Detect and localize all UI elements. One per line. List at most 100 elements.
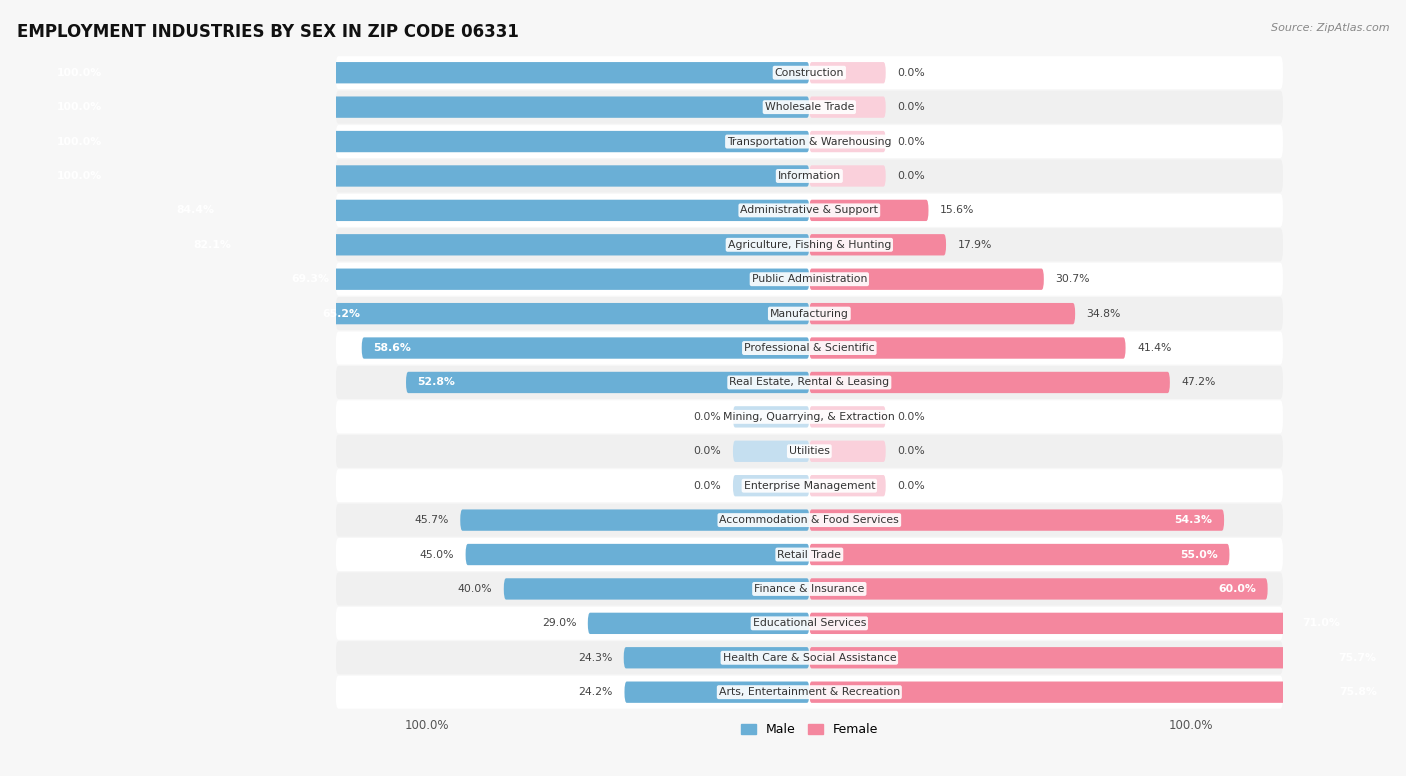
FancyBboxPatch shape — [336, 159, 1282, 192]
FancyBboxPatch shape — [45, 165, 810, 187]
FancyBboxPatch shape — [810, 441, 886, 462]
FancyBboxPatch shape — [336, 366, 1282, 399]
FancyBboxPatch shape — [460, 509, 810, 531]
FancyBboxPatch shape — [336, 194, 1282, 227]
Text: 69.3%: 69.3% — [291, 274, 329, 284]
Text: 75.7%: 75.7% — [1339, 653, 1376, 663]
Legend: Male, Female: Male, Female — [735, 718, 883, 741]
Text: 15.6%: 15.6% — [941, 206, 974, 216]
Text: 24.2%: 24.2% — [579, 688, 613, 697]
Text: 45.0%: 45.0% — [419, 549, 454, 559]
Text: 0.0%: 0.0% — [693, 446, 721, 456]
FancyBboxPatch shape — [810, 338, 1126, 359]
Text: 60.0%: 60.0% — [1219, 584, 1256, 594]
Text: 0.0%: 0.0% — [897, 68, 925, 78]
FancyBboxPatch shape — [336, 297, 1282, 330]
FancyBboxPatch shape — [810, 96, 886, 118]
FancyBboxPatch shape — [336, 56, 1282, 89]
FancyBboxPatch shape — [810, 234, 946, 255]
Text: 82.1%: 82.1% — [194, 240, 232, 250]
Text: 0.0%: 0.0% — [897, 412, 925, 422]
FancyBboxPatch shape — [361, 338, 810, 359]
FancyBboxPatch shape — [810, 509, 1225, 531]
FancyBboxPatch shape — [810, 406, 886, 428]
FancyBboxPatch shape — [165, 199, 810, 221]
FancyBboxPatch shape — [810, 681, 1388, 703]
Text: 65.2%: 65.2% — [323, 309, 361, 319]
Text: 41.4%: 41.4% — [1137, 343, 1171, 353]
Text: 100.0%: 100.0% — [56, 137, 103, 147]
FancyBboxPatch shape — [336, 125, 1282, 158]
Text: Source: ZipAtlas.com: Source: ZipAtlas.com — [1271, 23, 1389, 33]
FancyBboxPatch shape — [810, 475, 886, 497]
FancyBboxPatch shape — [810, 372, 1170, 393]
Text: 45.7%: 45.7% — [415, 515, 449, 525]
FancyBboxPatch shape — [280, 268, 810, 290]
FancyBboxPatch shape — [624, 681, 810, 703]
Text: 71.0%: 71.0% — [1302, 618, 1340, 629]
Text: 100.0%: 100.0% — [56, 171, 103, 181]
FancyBboxPatch shape — [336, 91, 1282, 123]
Text: 0.0%: 0.0% — [897, 137, 925, 147]
Text: 100.0%: 100.0% — [56, 102, 103, 113]
Text: Administrative & Support: Administrative & Support — [741, 206, 879, 216]
FancyBboxPatch shape — [810, 544, 1229, 565]
Text: Arts, Entertainment & Recreation: Arts, Entertainment & Recreation — [718, 688, 900, 697]
FancyBboxPatch shape — [45, 96, 810, 118]
FancyBboxPatch shape — [336, 538, 1282, 571]
FancyBboxPatch shape — [810, 578, 1268, 600]
FancyBboxPatch shape — [810, 303, 1076, 324]
FancyBboxPatch shape — [336, 573, 1282, 605]
Text: Utilities: Utilities — [789, 446, 830, 456]
Text: Educational Services: Educational Services — [752, 618, 866, 629]
Text: 52.8%: 52.8% — [418, 377, 456, 387]
FancyBboxPatch shape — [733, 406, 810, 428]
FancyBboxPatch shape — [810, 268, 1043, 290]
Text: EMPLOYMENT INDUSTRIES BY SEX IN ZIP CODE 06331: EMPLOYMENT INDUSTRIES BY SEX IN ZIP CODE… — [17, 23, 519, 41]
FancyBboxPatch shape — [810, 131, 886, 152]
FancyBboxPatch shape — [336, 504, 1282, 537]
Text: 29.0%: 29.0% — [541, 618, 576, 629]
Text: Mining, Quarrying, & Extraction: Mining, Quarrying, & Extraction — [724, 412, 896, 422]
FancyBboxPatch shape — [336, 228, 1282, 262]
FancyBboxPatch shape — [336, 331, 1282, 365]
Text: Enterprise Management: Enterprise Management — [744, 480, 875, 490]
FancyBboxPatch shape — [810, 199, 928, 221]
FancyBboxPatch shape — [336, 435, 1282, 468]
Text: 84.4%: 84.4% — [176, 206, 214, 216]
Text: 75.8%: 75.8% — [1339, 688, 1376, 697]
FancyBboxPatch shape — [810, 613, 1351, 634]
Text: Health Care & Social Assistance: Health Care & Social Assistance — [723, 653, 896, 663]
Text: 54.3%: 54.3% — [1174, 515, 1212, 525]
FancyBboxPatch shape — [336, 400, 1282, 433]
FancyBboxPatch shape — [45, 131, 810, 152]
Text: 40.0%: 40.0% — [458, 584, 492, 594]
Text: Information: Information — [778, 171, 841, 181]
FancyBboxPatch shape — [336, 641, 1282, 674]
FancyBboxPatch shape — [624, 647, 810, 668]
Text: Public Administration: Public Administration — [752, 274, 868, 284]
FancyBboxPatch shape — [810, 62, 886, 83]
Text: Finance & Insurance: Finance & Insurance — [754, 584, 865, 594]
FancyBboxPatch shape — [336, 469, 1282, 502]
Text: 30.7%: 30.7% — [1056, 274, 1090, 284]
Text: Manufacturing: Manufacturing — [770, 309, 849, 319]
Text: Wholesale Trade: Wholesale Trade — [765, 102, 853, 113]
Text: 55.0%: 55.0% — [1180, 549, 1218, 559]
FancyBboxPatch shape — [465, 544, 810, 565]
Text: 17.9%: 17.9% — [957, 240, 991, 250]
Text: Retail Trade: Retail Trade — [778, 549, 841, 559]
Text: Professional & Scientific: Professional & Scientific — [744, 343, 875, 353]
Text: 0.0%: 0.0% — [897, 171, 925, 181]
Text: 0.0%: 0.0% — [897, 480, 925, 490]
Text: 0.0%: 0.0% — [693, 480, 721, 490]
FancyBboxPatch shape — [503, 578, 810, 600]
FancyBboxPatch shape — [733, 475, 810, 497]
FancyBboxPatch shape — [810, 165, 886, 187]
Text: Accommodation & Food Services: Accommodation & Food Services — [720, 515, 900, 525]
Text: 100.0%: 100.0% — [56, 68, 103, 78]
Text: 47.2%: 47.2% — [1181, 377, 1216, 387]
FancyBboxPatch shape — [336, 676, 1282, 708]
FancyBboxPatch shape — [406, 372, 810, 393]
Text: 58.6%: 58.6% — [373, 343, 411, 353]
